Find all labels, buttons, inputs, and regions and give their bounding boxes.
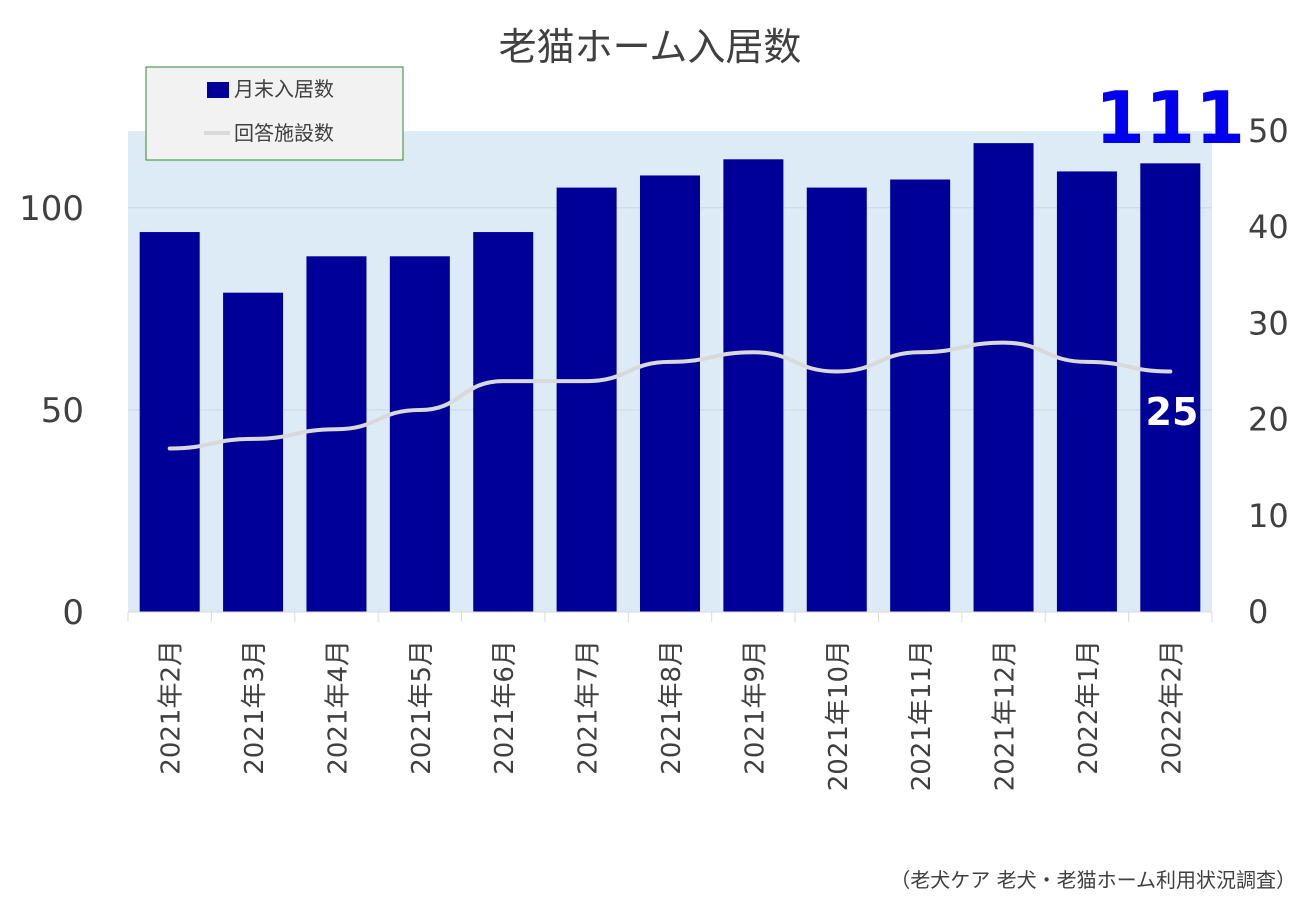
legend: 月末入居数 回答施設数	[145, 66, 404, 161]
x-category-label: 2021年5月	[407, 640, 437, 775]
bar	[1140, 163, 1201, 613]
bar	[473, 232, 534, 612]
x-category-label: 2021年12月	[991, 640, 1021, 791]
line-series	[167, 340, 1173, 451]
legend-label-bar: 月末入居数	[234, 77, 334, 101]
bar	[223, 292, 284, 612]
x-category-label: 2021年11月	[907, 640, 937, 791]
x-category-label: 2021年6月	[490, 640, 520, 775]
x-category-label: 2021年8月	[657, 640, 687, 775]
bar	[640, 175, 700, 612]
x-category-label: 2022年2月	[1157, 640, 1187, 775]
bar	[973, 143, 1034, 613]
y-right-tick-label: 20	[1248, 401, 1289, 439]
x-category-label: 2021年10月	[824, 640, 854, 791]
bar	[1056, 171, 1117, 612]
bar	[389, 256, 450, 612]
last-bar-value-label: 111	[1095, 76, 1245, 160]
y-right-tick-label: 40	[1248, 208, 1289, 246]
data-labels: 111 25	[1095, 76, 1245, 434]
axes: 0 50 100 0 10 20 30 40 50 2021年2月 2021年3月 2021年4月 20…	[19, 112, 1289, 791]
legend-swatch-bar	[207, 82, 229, 98]
chart-title: 老猫ホーム入居数	[499, 25, 802, 69]
x-category-label: 2021年9月	[740, 640, 770, 775]
y-right-tick-label: 50	[1248, 112, 1289, 150]
x-category-label: 2021年2月	[157, 640, 187, 775]
y-right-tick-label: 30	[1248, 304, 1289, 342]
x-category-label: 2022年1月	[1074, 640, 1104, 775]
bar	[556, 187, 617, 612]
source-note: （老犬ケア 老犬・老猫ホーム利用状況調査）	[890, 868, 1296, 892]
y-right-tick-label: 0	[1248, 593, 1268, 631]
x-category-label: 2021年4月	[323, 640, 353, 775]
bar	[306, 256, 367, 612]
x-category-label: 2021年7月	[574, 640, 604, 775]
y-left-tick-label: 100	[19, 189, 84, 229]
bar	[723, 159, 784, 612]
y-left-tick-label: 0	[62, 593, 84, 633]
bar	[890, 179, 951, 612]
legend-label-line: 回答施設数	[234, 121, 334, 145]
bar-series	[139, 143, 1201, 613]
last-line-value-label: 25	[1146, 390, 1199, 434]
x-category-label: 2021年3月	[240, 640, 270, 775]
bar	[139, 232, 200, 612]
y-right-tick-label: 10	[1248, 497, 1289, 535]
bar	[806, 187, 867, 612]
legend-box	[145, 66, 404, 161]
y-left-tick-label: 50	[41, 391, 84, 431]
